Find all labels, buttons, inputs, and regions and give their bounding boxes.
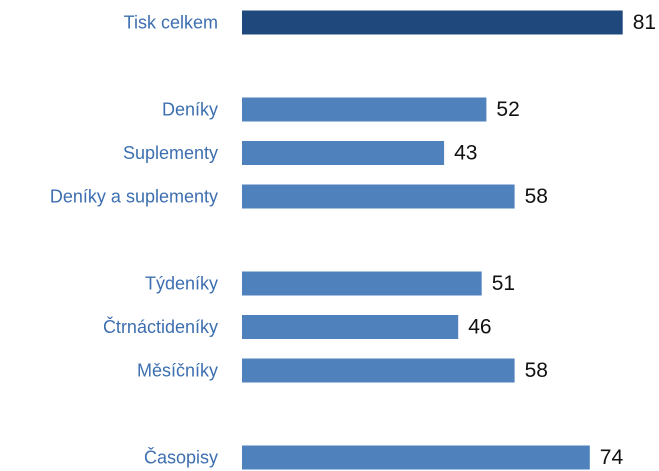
bar [242,445,590,470]
category-label: Tisk celkem [124,13,218,33]
value-label: 52 [496,98,519,121]
category-label: Měsíčníky [137,361,218,381]
category-label: Čtrnáctideníky [103,316,218,337]
value-label: 81 [633,11,656,34]
bar [242,10,623,35]
value-label: 51 [492,272,515,295]
bar [242,315,459,339]
value-label: 74 [600,446,624,469]
category-label: Týdeníky [145,274,218,294]
bar [242,271,482,296]
value-label: 58 [525,359,548,382]
bar [242,184,515,209]
value-label: 58 [525,185,548,208]
category-label: Časopisy [144,447,218,468]
category-label: Deníky a suplementy [50,187,218,207]
category-label: Suplementy [123,143,218,163]
bar [242,358,515,383]
bar [242,141,445,165]
category-label: Deníky [162,100,218,120]
bar [242,97,487,122]
value-label: 43 [454,142,477,165]
value-label: 46 [468,316,491,339]
